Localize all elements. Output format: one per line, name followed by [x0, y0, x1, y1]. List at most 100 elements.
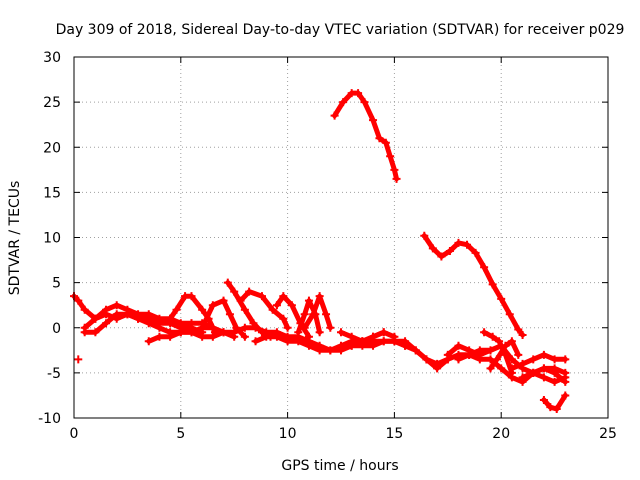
data-point	[339, 98, 348, 107]
data-point	[433, 359, 442, 368]
data-point	[294, 337, 303, 346]
data-point	[240, 305, 249, 314]
data-point	[445, 247, 454, 256]
series-arc-21	[480, 328, 516, 377]
data-point	[309, 310, 318, 319]
data-point	[326, 346, 335, 355]
data-point	[304, 332, 313, 341]
x-axis-ticks: 0 5 10 15 20 25	[70, 57, 617, 442]
series-arc-22	[486, 337, 523, 373]
data-point	[369, 116, 378, 125]
data-point	[347, 332, 356, 341]
data-point	[279, 292, 288, 301]
data-point	[315, 292, 324, 301]
data-point	[155, 332, 164, 341]
data-point	[518, 330, 527, 339]
data-point	[443, 350, 452, 359]
x-tick-label: 20	[492, 426, 510, 442]
data-point	[488, 280, 497, 289]
data-point	[401, 341, 410, 350]
data-point	[91, 314, 100, 323]
data-point	[454, 355, 463, 364]
data-point	[198, 319, 207, 328]
data-series	[70, 89, 570, 413]
data-point	[550, 368, 559, 377]
data-point	[463, 240, 472, 249]
data-point	[486, 364, 495, 373]
data-point	[230, 287, 239, 296]
series-arc-18	[401, 341, 570, 386]
data-point	[561, 377, 570, 386]
data-point	[223, 278, 232, 287]
x-axis-label: GPS time / hours	[281, 458, 398, 474]
series-arc-10	[236, 287, 292, 332]
data-point	[219, 296, 228, 305]
data-point	[230, 328, 239, 337]
data-point	[166, 314, 175, 323]
data-point	[245, 287, 254, 296]
data-point	[539, 395, 548, 404]
series-line	[509, 352, 568, 371]
data-point	[283, 337, 292, 346]
x-tick-label: 25	[599, 426, 617, 442]
data-point	[272, 332, 281, 341]
data-point	[208, 301, 217, 310]
data-point	[155, 323, 164, 332]
data-point	[454, 341, 463, 350]
data-point	[375, 134, 384, 143]
x-tick-label: 10	[279, 426, 297, 442]
data-point	[497, 294, 506, 303]
data-point	[550, 377, 559, 386]
data-point	[102, 319, 111, 328]
data-point	[322, 310, 331, 319]
data-point	[304, 296, 313, 305]
data-point	[437, 252, 446, 261]
data-point	[411, 346, 420, 355]
series-arc-6	[144, 328, 239, 346]
data-point	[225, 310, 234, 319]
data-point	[454, 238, 463, 247]
y-axis-label: SDTVAR / TECUs	[7, 181, 23, 296]
y-tick-label: 25	[43, 95, 61, 111]
data-point	[369, 332, 378, 341]
data-point	[294, 328, 303, 337]
y-tick-label: 30	[43, 50, 61, 66]
data-point	[501, 341, 510, 350]
data-point	[386, 152, 395, 161]
data-point	[465, 350, 474, 359]
data-point	[337, 346, 345, 355]
data-point	[287, 301, 296, 310]
data-point	[102, 310, 111, 319]
series-arc-17	[347, 328, 399, 350]
data-point	[381, 138, 390, 147]
data-point	[80, 328, 89, 337]
series-arc-15	[300, 292, 335, 332]
data-point	[283, 323, 292, 332]
data-point	[166, 332, 175, 341]
data-point	[134, 314, 143, 323]
data-point	[390, 165, 399, 174]
chart-title: Day 309 of 2018, Sidereal Day-to-day VTE…	[56, 22, 625, 38]
data-point	[172, 305, 181, 314]
series-outlier	[74, 355, 83, 364]
data-point	[471, 248, 480, 257]
y-tick-label: 10	[43, 231, 61, 247]
data-point	[112, 310, 121, 319]
data-point	[272, 301, 281, 310]
x-tick-label: 5	[176, 426, 185, 442]
data-point	[420, 231, 429, 240]
data-point	[219, 328, 228, 337]
data-point	[561, 355, 570, 364]
data-point	[208, 332, 217, 341]
data-point	[486, 346, 495, 355]
data-point	[422, 355, 431, 364]
data-point	[251, 323, 260, 332]
data-point	[354, 89, 363, 98]
x-tick-label: 15	[385, 426, 403, 442]
data-point	[208, 323, 217, 332]
data-point	[360, 98, 369, 107]
x-tick-label: 0	[70, 426, 79, 442]
y-tick-label: 20	[43, 140, 61, 156]
data-point	[561, 391, 570, 400]
data-point	[561, 368, 570, 377]
